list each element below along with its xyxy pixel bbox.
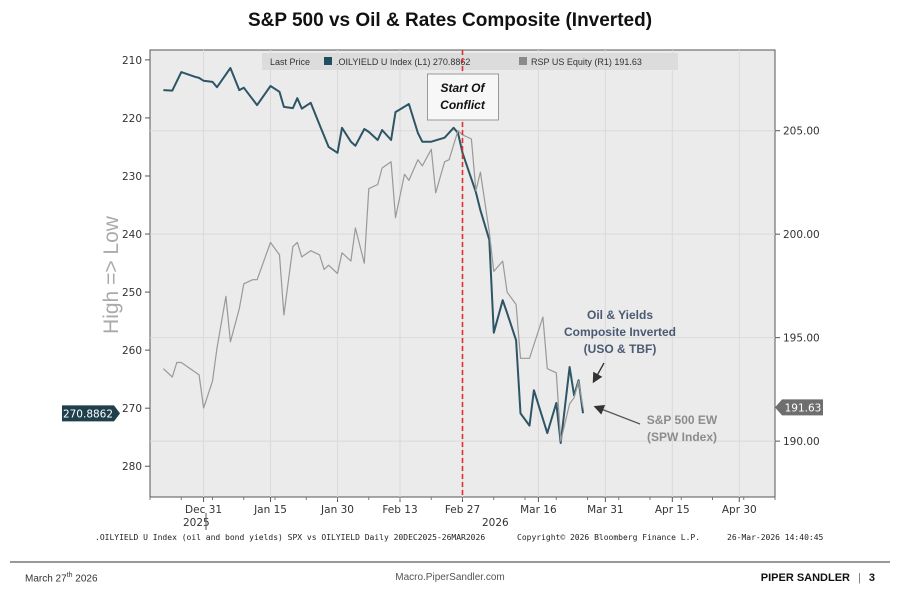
right-tick-label: 190.00	[783, 436, 820, 448]
rsp-last-value-tag	[775, 399, 823, 416]
oil-arrow	[592, 362, 605, 384]
rsp-series-line	[162, 130, 584, 442]
spw-label: S&P 500 EW	[647, 413, 718, 427]
conflict-label: Start Of	[440, 81, 485, 95]
x-tick-label: Dec 31	[185, 504, 222, 516]
left-tick-label: 240	[122, 229, 142, 241]
oilyield-last-value-tag	[62, 405, 120, 422]
right-tick-label: 200.00	[783, 229, 820, 241]
x-tick-label: Mar 31	[587, 504, 624, 516]
left-tick-label: 280	[122, 461, 142, 473]
footer-url: Macro.PiperSandler.com	[395, 572, 505, 583]
right-tick-label: 195.00	[783, 333, 820, 345]
legend-swatch-rsp	[519, 57, 527, 65]
conflict-label-box	[427, 73, 499, 121]
right-tick-label: 205.00	[783, 126, 820, 138]
rsp-last-value: 191.63	[785, 402, 822, 414]
legend-swatch-oilyield	[324, 57, 332, 65]
chart-title: S&P 500 vs Oil & Rates Composite (Invert…	[247, 10, 653, 31]
oil-yields-label: (USO & TBF)	[584, 342, 657, 356]
oil-yields-label: Oil & Yields	[587, 308, 653, 322]
timestamp: 26-Mar-2026 14:40:45	[727, 533, 824, 542]
source-note: .OILYIELD U Index (oil and bond yields) …	[95, 533, 485, 542]
left-tick-label: 250	[122, 287, 142, 299]
year-label-2026: 2026	[482, 517, 509, 529]
legend-label-rsp: RSP US Equity (R1) 191.63	[531, 57, 642, 67]
x-tick-label: Feb 27	[445, 504, 480, 516]
left-tick-label: 210	[122, 55, 142, 67]
copyright: Copyright© 2026 Bloomberg Finance L.P.	[517, 533, 700, 542]
left-tick-label: 270	[122, 403, 142, 415]
left-tick-label: 220	[122, 113, 142, 125]
x-tick-label: Jan 15	[253, 504, 287, 516]
footer-brand: PIPER SANDLER | 3	[760, 572, 875, 584]
legend-prefix: Last Price	[270, 57, 310, 67]
oil-yields-label: Composite Inverted	[564, 325, 676, 339]
left-tick-label: 260	[122, 345, 142, 357]
footer-date-day: March 27	[25, 573, 67, 585]
oilyield-last-value: 270.8862	[63, 408, 113, 420]
x-tick-label: Apr 15	[655, 504, 690, 516]
footer-date-year: 2026	[72, 573, 98, 585]
x-tick-label: Mar 16	[520, 504, 557, 516]
page-number: 3	[868, 572, 875, 584]
spw-label: (SPW Index)	[647, 430, 717, 444]
legend-label-oilyield: .OILYIELD U Index (L1) 270.8862	[336, 57, 470, 67]
x-tick-label: Apr 30	[722, 504, 757, 516]
x-tick-label: Feb 13	[382, 504, 417, 516]
brand-name: PIPER SANDLER	[760, 572, 851, 584]
year-label-2025: 2025	[183, 517, 210, 529]
chart: Dec 31 Jan 15 Jan 30 Feb 13 Feb 27 Mar 16 Mar …	[62, 49, 824, 542]
footer-divider	[10, 561, 890, 563]
footer-date: March 27th 2026	[25, 572, 98, 584]
y-axis-label: High => Low	[100, 215, 123, 334]
left-tick-label: 230	[122, 171, 142, 183]
footer-date-suffix: th	[66, 572, 73, 579]
x-tick-label: Jan 30	[320, 504, 354, 516]
legend: Last Price .OILYIELD U Index (L1) 270.88…	[262, 53, 678, 70]
spw-arrow	[593, 404, 641, 425]
conflict-label: Conflict	[440, 98, 486, 112]
